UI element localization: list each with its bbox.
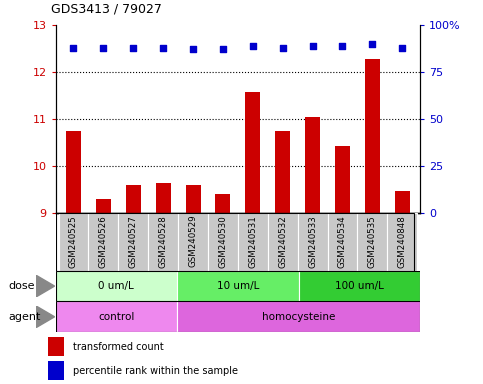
Text: control: control [98,312,134,322]
Bar [245,92,260,213]
Text: GSM240534: GSM240534 [338,215,347,268]
Bar [56,271,177,301]
Point [99,45,107,51]
Text: GDS3413 / 79027: GDS3413 / 79027 [51,2,162,15]
Bar [58,213,88,271]
Polygon shape [36,306,55,328]
Bar [275,131,290,213]
Bar [88,213,118,271]
Bar [395,190,410,213]
Text: GSM240531: GSM240531 [248,215,257,268]
Text: GSM240528: GSM240528 [158,215,168,268]
Text: transformed count: transformed count [73,341,164,352]
Bar [305,117,320,213]
Text: GSM240848: GSM240848 [398,215,407,268]
Bar [48,361,64,380]
Bar [148,213,178,271]
Point [309,43,316,49]
Text: 10 um/L: 10 um/L [217,281,259,291]
Point [339,43,346,49]
Point [219,46,227,53]
Bar [177,271,298,301]
Point [129,45,137,51]
Text: GSM240526: GSM240526 [99,215,108,268]
Text: GSM240527: GSM240527 [129,215,138,268]
Text: GSM240533: GSM240533 [308,215,317,268]
Bar [96,199,111,213]
Text: GSM240525: GSM240525 [69,215,78,268]
Text: homocysteine: homocysteine [262,312,335,322]
Bar [48,338,64,356]
Bar [268,213,298,271]
Bar [178,213,208,271]
Bar [365,59,380,213]
Bar [126,185,141,213]
Bar [156,182,170,213]
Bar [177,301,420,332]
Text: GSM240530: GSM240530 [218,215,227,268]
Bar [66,131,81,213]
Text: dose: dose [9,281,35,291]
Bar [335,146,350,213]
Bar [357,213,387,271]
Text: GSM240529: GSM240529 [188,215,198,268]
Point [249,43,256,49]
Bar [185,185,200,213]
Text: percentile rank within the sample: percentile rank within the sample [73,366,238,376]
Bar [208,213,238,271]
Text: agent: agent [9,312,41,322]
Text: GSM240532: GSM240532 [278,215,287,268]
Point [159,45,167,51]
Bar [215,194,230,213]
Point [70,45,77,51]
Point [398,45,406,51]
Bar [56,301,177,332]
Bar [238,213,268,271]
Point [279,45,286,51]
Polygon shape [36,275,55,297]
Text: GSM240535: GSM240535 [368,215,377,268]
Bar [118,213,148,271]
Bar [298,271,420,301]
Text: 100 um/L: 100 um/L [335,281,384,291]
Bar [387,213,417,271]
Point [369,41,376,47]
Bar [327,213,357,271]
Text: 0 um/L: 0 um/L [99,281,134,291]
Point [189,46,197,53]
Bar [298,213,327,271]
